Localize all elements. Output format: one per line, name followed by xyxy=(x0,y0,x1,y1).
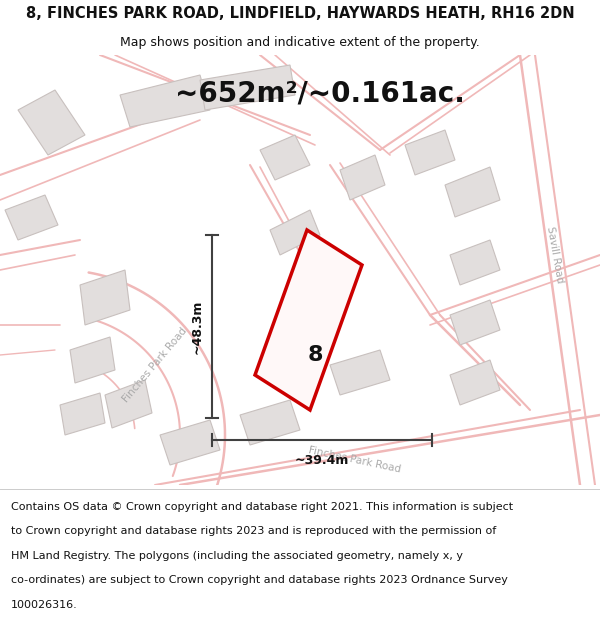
Polygon shape xyxy=(255,230,362,410)
Polygon shape xyxy=(330,350,390,395)
Polygon shape xyxy=(260,135,310,180)
Polygon shape xyxy=(340,155,385,200)
Polygon shape xyxy=(285,290,335,330)
Text: Map shows position and indicative extent of the property.: Map shows position and indicative extent… xyxy=(120,36,480,49)
Text: Finches Park Road: Finches Park Road xyxy=(308,446,402,474)
Polygon shape xyxy=(240,400,300,445)
Text: 8, FINCHES PARK ROAD, LINDFIELD, HAYWARDS HEATH, RH16 2DN: 8, FINCHES PARK ROAD, LINDFIELD, HAYWARD… xyxy=(26,6,574,21)
Polygon shape xyxy=(450,240,500,285)
Polygon shape xyxy=(270,210,320,255)
Text: HM Land Registry. The polygons (including the associated geometry, namely x, y: HM Land Registry. The polygons (includin… xyxy=(11,551,463,561)
Polygon shape xyxy=(80,270,130,325)
Text: to Crown copyright and database rights 2023 and is reproduced with the permissio: to Crown copyright and database rights 2… xyxy=(11,526,496,536)
Polygon shape xyxy=(450,360,500,405)
Text: ~39.4m: ~39.4m xyxy=(295,454,349,466)
Text: co-ordinates) are subject to Crown copyright and database rights 2023 Ordnance S: co-ordinates) are subject to Crown copyr… xyxy=(11,575,508,585)
Text: 100026316.: 100026316. xyxy=(11,600,77,610)
Polygon shape xyxy=(445,167,500,217)
Text: Finches Park Road: Finches Park Road xyxy=(121,326,189,404)
Polygon shape xyxy=(5,195,58,240)
Polygon shape xyxy=(405,130,455,175)
Polygon shape xyxy=(450,300,500,345)
Polygon shape xyxy=(120,75,210,127)
Text: ~48.3m: ~48.3m xyxy=(191,299,203,354)
Polygon shape xyxy=(70,337,115,383)
Polygon shape xyxy=(60,393,105,435)
Polygon shape xyxy=(18,90,85,155)
Text: 8: 8 xyxy=(307,345,323,365)
Text: Savill Road: Savill Road xyxy=(545,226,565,284)
Polygon shape xyxy=(105,380,152,428)
Polygon shape xyxy=(160,420,220,465)
Polygon shape xyxy=(200,65,295,110)
Text: ~652m²/~0.161ac.: ~652m²/~0.161ac. xyxy=(175,79,465,107)
Text: Contains OS data © Crown copyright and database right 2021. This information is : Contains OS data © Crown copyright and d… xyxy=(11,502,513,512)
